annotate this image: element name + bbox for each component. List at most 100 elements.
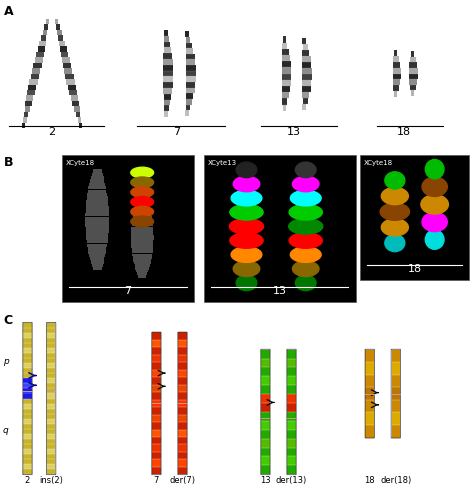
Ellipse shape [385,172,405,190]
Bar [164,66,173,72]
Bar [47,439,55,444]
Bar [89,251,106,254]
Bar [86,203,108,207]
Bar [131,232,154,235]
Bar [152,437,161,445]
Bar [135,265,150,267]
Bar [287,439,296,447]
Bar [88,247,107,251]
Bar [287,350,296,359]
Text: 2: 2 [48,127,56,137]
Bar [392,413,400,425]
Bar [410,91,414,97]
Bar [37,47,45,53]
Bar [178,422,187,429]
Bar [47,424,55,429]
Ellipse shape [131,187,154,198]
Bar [287,466,296,474]
Ellipse shape [381,188,409,205]
Bar [365,375,374,387]
Bar [23,338,32,343]
Ellipse shape [229,219,264,235]
Bar [25,107,30,113]
Bar [186,38,191,43]
Bar [132,254,152,257]
Bar [47,434,55,439]
Ellipse shape [292,177,319,192]
Bar [93,170,101,173]
Bar [164,83,173,89]
Bar [131,224,153,227]
Bar [152,445,161,452]
Bar [27,96,34,102]
Bar [87,244,107,247]
Text: 18: 18 [408,264,422,274]
Bar [186,72,196,77]
Bar [302,62,311,68]
Bar [85,210,109,214]
Ellipse shape [295,276,316,291]
Bar [92,264,102,267]
Text: XCyte18: XCyte18 [364,160,393,166]
Bar [178,452,187,459]
Bar [47,409,55,414]
Bar [282,93,289,99]
Bar [138,276,146,278]
Bar [261,457,270,466]
Bar [92,173,102,177]
Bar [23,384,32,388]
Bar [23,394,32,399]
Bar [164,48,171,54]
Bar [23,409,32,414]
Bar [91,261,103,264]
Bar [282,74,291,81]
Bar [164,112,168,118]
Bar [186,88,194,94]
Bar [178,429,187,437]
Ellipse shape [233,177,260,192]
Bar [65,74,73,80]
Bar [85,224,109,227]
Bar [47,454,55,459]
Bar [131,248,153,251]
Bar [302,50,309,57]
Bar [23,434,32,439]
Bar [135,267,149,270]
Bar [261,412,270,421]
Text: 13: 13 [273,286,287,296]
Bar [58,36,64,41]
Bar [135,208,150,211]
Bar [87,241,108,244]
Bar [393,57,399,62]
Text: 7: 7 [154,475,159,484]
Bar [23,439,32,444]
Bar [186,77,196,83]
Ellipse shape [291,247,321,263]
Bar [178,348,187,355]
Bar [152,340,161,348]
Bar [282,81,291,87]
Bar [282,68,291,74]
Bar [365,350,374,363]
Bar [47,323,55,328]
Bar [68,85,76,91]
Bar [282,62,291,68]
Bar [164,54,172,60]
Bar [365,413,374,425]
Bar [60,47,67,53]
Bar [85,217,109,221]
Ellipse shape [422,178,447,197]
Text: XCyte13: XCyte13 [208,160,237,166]
Bar [47,464,55,469]
Bar [152,400,161,407]
Bar [261,367,270,377]
Bar [132,219,152,222]
Text: q: q [3,425,9,434]
Bar [28,85,36,91]
Bar [283,37,286,43]
Bar [23,373,32,379]
Bar [86,200,108,203]
Bar [393,62,400,68]
Text: ins(2): ins(2) [39,475,63,484]
Ellipse shape [289,219,323,235]
